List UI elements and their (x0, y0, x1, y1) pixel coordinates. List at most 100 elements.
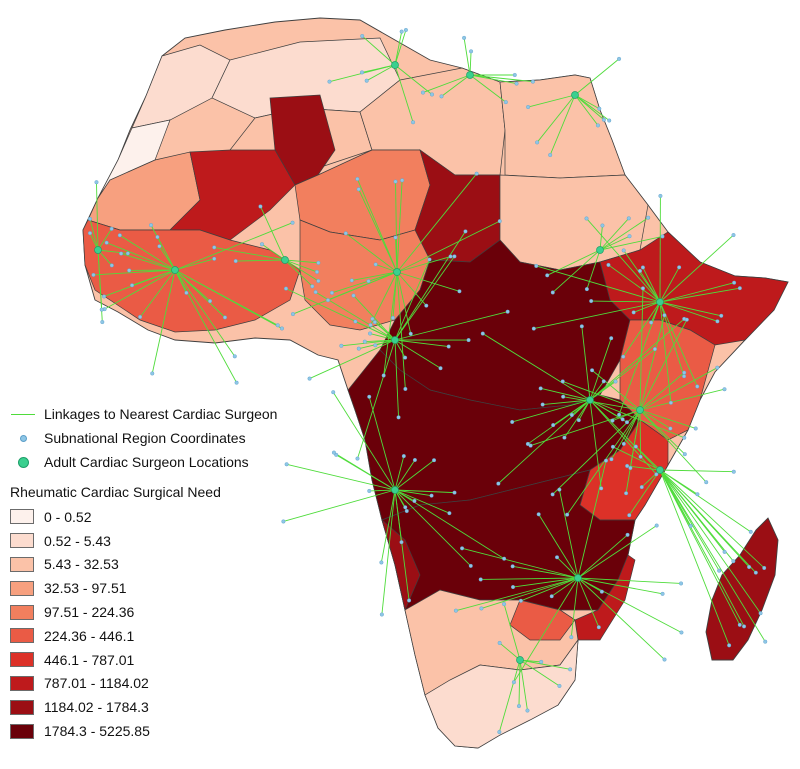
region-point (510, 564, 515, 569)
region-point (569, 635, 574, 640)
region-point (620, 417, 625, 422)
legend-class-label: 1784.3 - 5225.85 (44, 723, 150, 740)
legend-class-label: 224.36 - 446.1 (44, 627, 135, 644)
linkage-line (591, 300, 661, 303)
region-point (762, 565, 767, 570)
region-point (514, 81, 519, 86)
region-point (526, 105, 531, 110)
linkage-line (394, 489, 402, 543)
linkage-line (589, 381, 605, 401)
region-point (313, 290, 318, 295)
region-point (731, 233, 736, 238)
legend-class: 5.43 - 32.53 (10, 553, 150, 577)
region-point (539, 659, 544, 664)
linkage-line (381, 489, 396, 615)
legend-swatch (10, 509, 34, 525)
linkage-line (574, 94, 600, 110)
linkage-line (536, 265, 661, 303)
linkage-line (151, 269, 176, 374)
region-point (609, 336, 614, 341)
surgeon-point (393, 268, 401, 276)
linkage-line (639, 409, 696, 429)
linkage-line (395, 181, 398, 273)
legend-title: Rheumatic Cardiac Surgical Need (10, 484, 221, 500)
region-point (478, 577, 483, 582)
region-point (609, 457, 614, 462)
region-point (646, 215, 651, 220)
legend-swatch (10, 723, 34, 739)
linkage-line (396, 220, 500, 273)
linkage-line (480, 577, 579, 580)
region-point (637, 268, 642, 273)
linkage-line (396, 180, 403, 273)
region-point (373, 343, 378, 348)
linkage-line (368, 396, 396, 491)
region-point (560, 379, 565, 384)
linkage-line (599, 217, 649, 251)
legend-class-label: 97.51 - 224.36 (44, 604, 135, 621)
region-point (109, 263, 114, 268)
region-point (758, 611, 763, 616)
region-point (763, 639, 768, 644)
region-point (446, 344, 451, 349)
region-point (695, 492, 700, 497)
linkage-line (659, 469, 745, 627)
region-point (130, 283, 135, 288)
legend-swatch (10, 580, 34, 596)
legend-row-surgeon-locations: Adult Cardiac Surgeon Locations (8, 450, 338, 474)
linkage-line (586, 249, 601, 290)
region-point (424, 303, 429, 308)
region-point (624, 491, 629, 496)
region-point (327, 79, 332, 84)
linkage-line (659, 469, 741, 626)
region-point (601, 379, 606, 384)
region-point (234, 380, 239, 385)
linkage-line (659, 234, 734, 303)
region-point (331, 390, 336, 395)
region-point (660, 234, 665, 239)
region-point (359, 70, 364, 75)
region-point (511, 585, 516, 590)
linkage-line (530, 409, 641, 447)
region-point (638, 454, 643, 459)
region-point (599, 486, 604, 491)
linkage-line (174, 222, 293, 271)
linkage-line (540, 387, 591, 401)
linkage-line (589, 399, 657, 475)
linkage-line (482, 333, 591, 401)
region-point (353, 319, 358, 324)
linkage-line (364, 339, 396, 343)
region-point (497, 219, 502, 224)
region-point (479, 606, 484, 611)
surgeon-point (171, 266, 179, 274)
linkage-line (639, 372, 685, 411)
region-point (362, 339, 367, 344)
linkage-line (635, 446, 661, 471)
region-point (403, 28, 408, 33)
region-point (704, 480, 709, 485)
linkage-line (356, 178, 398, 273)
linkage-line (463, 37, 471, 76)
region-point (326, 298, 331, 303)
linkage-line (564, 399, 591, 438)
region-point (290, 220, 295, 225)
linkage-line (469, 74, 507, 103)
region-point (682, 452, 687, 457)
region-point (474, 171, 479, 176)
linkage-line (589, 348, 656, 401)
linkage-line (93, 269, 176, 276)
region-south-africa (424, 638, 579, 749)
region-point (625, 463, 630, 468)
region-point (565, 512, 570, 517)
region-point (610, 418, 615, 423)
linkage-line (577, 534, 628, 579)
legend-swatch (10, 652, 34, 668)
linkage-line (577, 577, 682, 633)
linkage-line (97, 228, 112, 251)
linkage-line (513, 577, 579, 683)
legend-swatch (10, 675, 34, 691)
region-point (87, 231, 92, 236)
linkage-line (370, 271, 398, 326)
linkage-line (286, 463, 396, 491)
region-point (356, 346, 361, 351)
